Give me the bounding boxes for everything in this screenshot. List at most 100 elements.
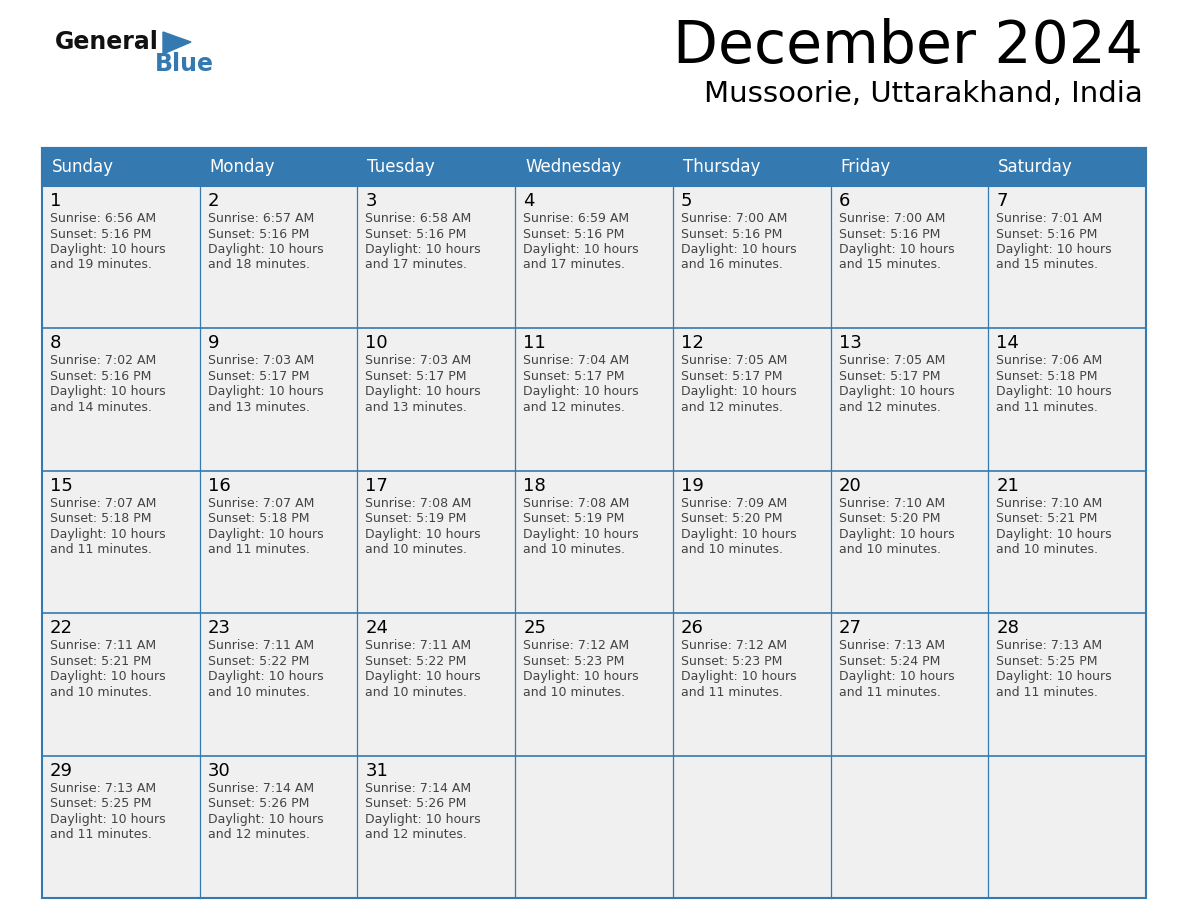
Text: Sunset: 5:19 PM: Sunset: 5:19 PM xyxy=(523,512,625,525)
Bar xyxy=(830,471,988,613)
Text: Sunset: 5:22 PM: Sunset: 5:22 PM xyxy=(208,655,309,667)
Text: Sunrise: 7:14 AM: Sunrise: 7:14 AM xyxy=(366,781,472,795)
Text: 7: 7 xyxy=(997,192,1007,210)
Bar xyxy=(672,148,830,186)
Text: Daylight: 10 hours: Daylight: 10 hours xyxy=(50,386,165,398)
Bar xyxy=(516,471,672,613)
Text: Sunrise: 7:08 AM: Sunrise: 7:08 AM xyxy=(366,497,472,509)
Text: Daylight: 10 hours: Daylight: 10 hours xyxy=(839,386,954,398)
Text: and 11 minutes.: and 11 minutes. xyxy=(50,543,152,556)
Text: Sunrise: 6:58 AM: Sunrise: 6:58 AM xyxy=(366,212,472,225)
Text: and 11 minutes.: and 11 minutes. xyxy=(50,828,152,841)
Text: Thursday: Thursday xyxy=(683,158,760,176)
Text: Sunrise: 7:10 AM: Sunrise: 7:10 AM xyxy=(839,497,944,509)
Text: and 13 minutes.: and 13 minutes. xyxy=(208,401,310,414)
Text: Daylight: 10 hours: Daylight: 10 hours xyxy=(839,243,954,256)
Text: and 10 minutes.: and 10 minutes. xyxy=(997,543,1098,556)
Text: and 15 minutes.: and 15 minutes. xyxy=(839,259,941,272)
Text: 4: 4 xyxy=(523,192,535,210)
Text: Sunrise: 7:01 AM: Sunrise: 7:01 AM xyxy=(997,212,1102,225)
Text: Daylight: 10 hours: Daylight: 10 hours xyxy=(839,670,954,683)
Text: Sunrise: 7:11 AM: Sunrise: 7:11 AM xyxy=(50,639,156,652)
Text: 20: 20 xyxy=(839,476,861,495)
Text: Daylight: 10 hours: Daylight: 10 hours xyxy=(839,528,954,541)
Text: Sunrise: 7:07 AM: Sunrise: 7:07 AM xyxy=(50,497,157,509)
Text: Sunset: 5:16 PM: Sunset: 5:16 PM xyxy=(50,370,151,383)
Text: Sunrise: 7:05 AM: Sunrise: 7:05 AM xyxy=(839,354,944,367)
Bar xyxy=(830,756,988,898)
Text: and 10 minutes.: and 10 minutes. xyxy=(366,543,467,556)
Text: 13: 13 xyxy=(839,334,861,353)
Text: Daylight: 10 hours: Daylight: 10 hours xyxy=(50,670,165,683)
Text: Daylight: 10 hours: Daylight: 10 hours xyxy=(523,243,639,256)
Bar xyxy=(672,471,830,613)
Text: Sunrise: 7:13 AM: Sunrise: 7:13 AM xyxy=(997,639,1102,652)
Text: Saturday: Saturday xyxy=(998,158,1073,176)
Text: Daylight: 10 hours: Daylight: 10 hours xyxy=(50,812,165,825)
Text: and 13 minutes.: and 13 minutes. xyxy=(366,401,467,414)
Text: and 16 minutes.: and 16 minutes. xyxy=(681,259,783,272)
Bar xyxy=(988,186,1146,329)
Bar xyxy=(672,329,830,471)
Bar xyxy=(358,186,516,329)
Bar xyxy=(672,756,830,898)
Bar xyxy=(358,329,516,471)
Text: Friday: Friday xyxy=(841,158,891,176)
Text: Sunrise: 7:13 AM: Sunrise: 7:13 AM xyxy=(50,781,156,795)
Text: Daylight: 10 hours: Daylight: 10 hours xyxy=(366,386,481,398)
Text: Daylight: 10 hours: Daylight: 10 hours xyxy=(366,243,481,256)
Text: Daylight: 10 hours: Daylight: 10 hours xyxy=(208,670,323,683)
Text: and 17 minutes.: and 17 minutes. xyxy=(366,259,467,272)
Text: 29: 29 xyxy=(50,762,72,779)
Text: Wednesday: Wednesday xyxy=(525,158,621,176)
Bar xyxy=(830,148,988,186)
Text: 25: 25 xyxy=(523,620,546,637)
Text: Sunrise: 7:12 AM: Sunrise: 7:12 AM xyxy=(523,639,630,652)
Text: Sunrise: 7:14 AM: Sunrise: 7:14 AM xyxy=(208,781,314,795)
Text: Sunrise: 7:08 AM: Sunrise: 7:08 AM xyxy=(523,497,630,509)
Text: Daylight: 10 hours: Daylight: 10 hours xyxy=(208,812,323,825)
Text: Sunset: 5:25 PM: Sunset: 5:25 PM xyxy=(997,655,1098,667)
Text: Sunset: 5:17 PM: Sunset: 5:17 PM xyxy=(366,370,467,383)
Text: Sunset: 5:19 PM: Sunset: 5:19 PM xyxy=(366,512,467,525)
Text: 9: 9 xyxy=(208,334,220,353)
Bar xyxy=(200,329,358,471)
Text: and 12 minutes.: and 12 minutes. xyxy=(839,401,941,414)
Text: Sunset: 5:18 PM: Sunset: 5:18 PM xyxy=(208,512,309,525)
Bar xyxy=(358,613,516,756)
Text: Daylight: 10 hours: Daylight: 10 hours xyxy=(523,386,639,398)
Bar xyxy=(988,471,1146,613)
Text: Sunrise: 7:00 AM: Sunrise: 7:00 AM xyxy=(839,212,944,225)
Text: and 11 minutes.: and 11 minutes. xyxy=(839,686,941,699)
Text: 17: 17 xyxy=(366,476,388,495)
Bar xyxy=(42,186,200,329)
Text: and 15 minutes.: and 15 minutes. xyxy=(997,259,1098,272)
Text: Sunrise: 7:12 AM: Sunrise: 7:12 AM xyxy=(681,639,786,652)
Text: and 11 minutes.: and 11 minutes. xyxy=(997,401,1098,414)
Bar xyxy=(516,756,672,898)
Bar xyxy=(988,756,1146,898)
Text: 28: 28 xyxy=(997,620,1019,637)
Text: Sunset: 5:16 PM: Sunset: 5:16 PM xyxy=(997,228,1098,241)
Bar xyxy=(42,756,200,898)
Bar xyxy=(830,613,988,756)
Text: Sunset: 5:22 PM: Sunset: 5:22 PM xyxy=(366,655,467,667)
Bar xyxy=(200,756,358,898)
Text: and 10 minutes.: and 10 minutes. xyxy=(366,686,467,699)
Text: Daylight: 10 hours: Daylight: 10 hours xyxy=(523,670,639,683)
Text: 3: 3 xyxy=(366,192,377,210)
Text: and 10 minutes.: and 10 minutes. xyxy=(50,686,152,699)
Text: and 10 minutes.: and 10 minutes. xyxy=(523,543,625,556)
Text: Sunrise: 7:03 AM: Sunrise: 7:03 AM xyxy=(208,354,314,367)
Bar xyxy=(358,756,516,898)
Text: Sunset: 5:20 PM: Sunset: 5:20 PM xyxy=(839,512,940,525)
Text: 12: 12 xyxy=(681,334,703,353)
Text: Sunset: 5:18 PM: Sunset: 5:18 PM xyxy=(50,512,152,525)
Text: 23: 23 xyxy=(208,620,230,637)
Text: Sunrise: 7:00 AM: Sunrise: 7:00 AM xyxy=(681,212,788,225)
Text: Daylight: 10 hours: Daylight: 10 hours xyxy=(523,528,639,541)
Text: Sunrise: 6:57 AM: Sunrise: 6:57 AM xyxy=(208,212,314,225)
Bar xyxy=(672,613,830,756)
Text: Sunset: 5:16 PM: Sunset: 5:16 PM xyxy=(208,228,309,241)
Text: Sunset: 5:21 PM: Sunset: 5:21 PM xyxy=(997,512,1098,525)
